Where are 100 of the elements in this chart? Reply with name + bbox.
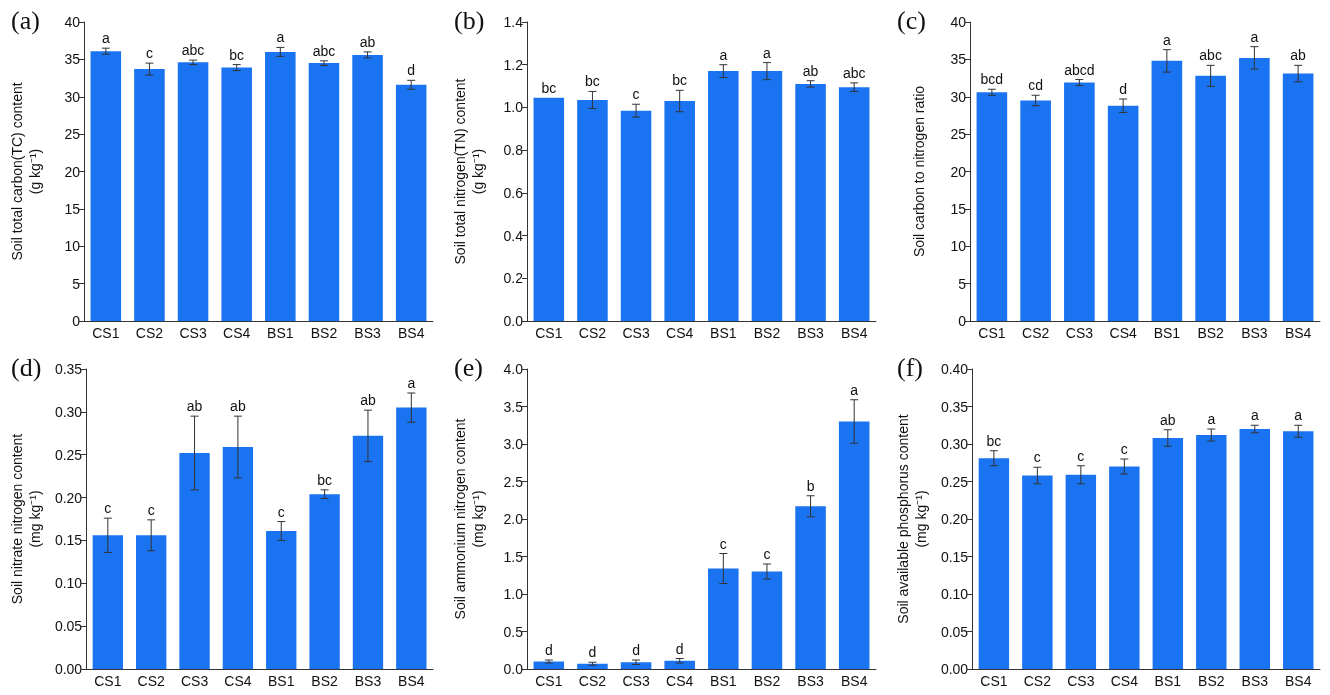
bar — [266, 531, 297, 669]
x-tick-label: BS3 — [354, 673, 382, 689]
x-tick-label: CS4 — [1110, 673, 1139, 689]
y-tick-label: 0.35 — [940, 398, 969, 415]
x-tick-label: CS3 — [179, 325, 207, 341]
bar — [978, 458, 1010, 669]
annotation: ab — [1290, 47, 1307, 64]
bar — [533, 97, 565, 321]
annotation: a — [763, 44, 772, 61]
annotation: abc — [312, 42, 336, 59]
annotation: bc — [986, 432, 1002, 449]
bar — [396, 407, 427, 669]
y-tick-label: 0.4 — [503, 227, 524, 244]
annotation: abcd — [1064, 61, 1095, 78]
x-tick-label: CS1 — [92, 325, 120, 341]
bar — [92, 535, 123, 669]
annotation: d — [588, 644, 597, 661]
annotation: ab — [186, 398, 203, 415]
annotation: b — [806, 477, 815, 494]
chart-title: (a) — [11, 5, 40, 35]
bar — [179, 453, 210, 669]
bar — [1282, 73, 1314, 321]
x-tick-label: BS3 — [354, 325, 381, 341]
y-tick-label: 0 — [72, 313, 81, 329]
y-tick-label: 1.5 — [503, 548, 524, 565]
chart-title: (d) — [11, 352, 42, 382]
bar — [352, 54, 383, 321]
y-tick-label: 25 — [950, 126, 967, 143]
bar — [308, 63, 340, 321]
x-tick-label: CS1 — [535, 673, 563, 689]
y-tick-label: 30 — [64, 88, 81, 105]
bar — [1283, 431, 1314, 669]
x-tick-label: BS1 — [1154, 673, 1182, 689]
y-tick-label: 1.4 — [503, 14, 524, 30]
y-tick-label: 2.0 — [503, 511, 524, 527]
chart-title: (c) — [897, 5, 926, 35]
y-tick-label: 0.25 — [54, 446, 83, 463]
bar — [838, 421, 870, 669]
x-tick-label: CS2 — [137, 673, 166, 689]
y-tick-label: 4.0 — [503, 361, 524, 377]
y-tick-label: 0.25 — [940, 473, 969, 490]
annotation: bc — [541, 79, 557, 96]
annotation: abc — [1199, 47, 1222, 64]
x-tick-label: CS1 — [980, 673, 1008, 689]
x-tick-label: BS4 — [840, 673, 868, 689]
x-tick-label: BS2 — [1197, 325, 1225, 341]
y-axis-title: Soil total carbon(TC) content (g kg⁻¹) — [9, 82, 43, 261]
x-tick-label: CS1 — [535, 325, 563, 341]
bar — [309, 494, 340, 669]
bar — [708, 568, 739, 669]
y-tick-label: 35 — [950, 51, 967, 68]
x-tick-label: CS2 — [578, 325, 607, 341]
x-tick-label: BS4 — [1285, 673, 1312, 689]
y-tick-label: 0.00 — [54, 661, 83, 677]
bar — [1109, 466, 1140, 669]
x-tick-label: CS3 — [1065, 325, 1094, 341]
y-tick-label: 0.6 — [503, 184, 524, 201]
bar — [838, 87, 870, 321]
x-tick-label: CS4 — [666, 325, 694, 341]
bar — [177, 62, 209, 321]
x-tick-label: BS1 — [710, 673, 737, 689]
y-tick-label: 15 — [64, 200, 81, 217]
y-tick-label: 1.0 — [503, 586, 524, 602]
x-tick-label: BS2 — [1198, 673, 1225, 689]
x-tick-label: CS4 — [1109, 325, 1137, 341]
x-tick-label: CS2 — [1022, 325, 1050, 341]
bar — [1020, 100, 1051, 321]
bar — [620, 110, 652, 321]
y-tick-label: 10 — [64, 238, 81, 255]
x-tick-label: CS3 — [622, 325, 650, 341]
annotation: d — [407, 62, 416, 79]
x-tick-label: CS1 — [94, 673, 122, 689]
annotation: abc — [181, 42, 205, 59]
bar — [221, 67, 252, 321]
annotation: c — [104, 500, 112, 517]
annotation: d — [675, 640, 684, 657]
annotation: bc — [672, 72, 688, 89]
bar — [1152, 438, 1184, 669]
annotation: c — [277, 503, 285, 520]
x-tick-label: CS3 — [1067, 673, 1095, 689]
annotation: ab — [802, 62, 819, 79]
y-tick-label: 5 — [72, 275, 81, 292]
y-tick-label: 0.30 — [940, 436, 969, 452]
bar — [751, 571, 783, 669]
y-tick-label: 15 — [950, 200, 967, 217]
x-tick-label: BS4 — [840, 325, 868, 341]
y-axis-title: Soil carbon to nitrogen ratio — [911, 85, 927, 258]
annotation: d — [1119, 80, 1128, 97]
annotation: bc — [317, 471, 333, 488]
annotation: c — [1033, 449, 1041, 466]
annotation: a — [850, 381, 859, 398]
y-tick-label: 35 — [64, 51, 81, 68]
x-tick-label: CS2 — [135, 325, 164, 341]
x-tick-label: BS4 — [397, 325, 425, 341]
y-tick-label: 1.0 — [503, 99, 524, 116]
y-tick-label: 0.40 — [940, 361, 969, 377]
y-tick-label: 1.2 — [503, 56, 524, 73]
annotation: a — [1250, 407, 1259, 424]
bar — [1151, 60, 1183, 321]
annotation: ab — [230, 398, 246, 415]
